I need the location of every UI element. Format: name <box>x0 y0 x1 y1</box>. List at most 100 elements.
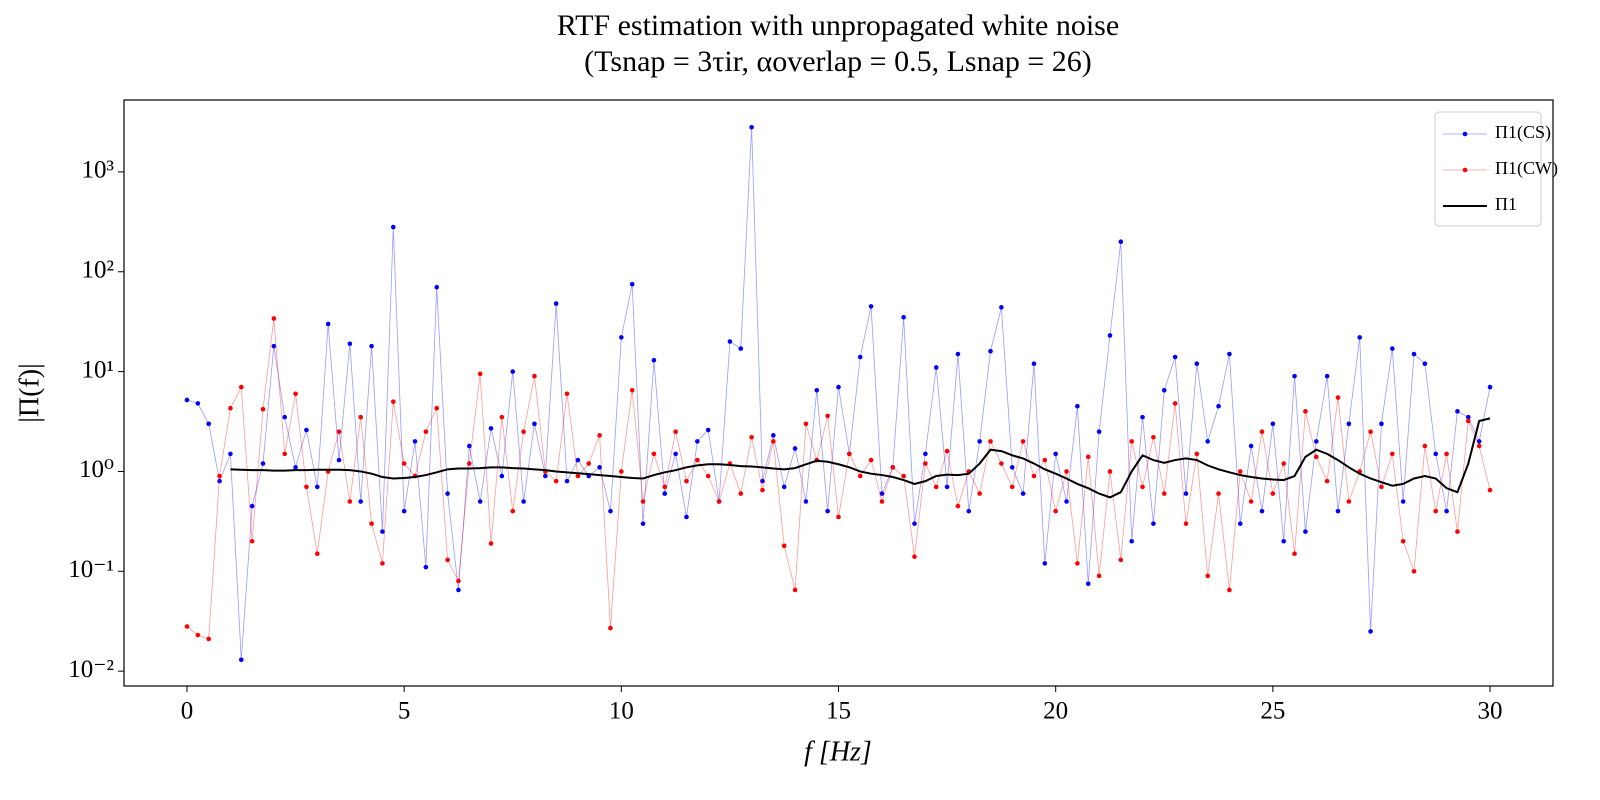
point <box>184 624 190 629</box>
point <box>423 564 429 570</box>
point <box>673 451 678 457</box>
plot-frame <box>123 99 1554 687</box>
point <box>1411 569 1417 574</box>
point <box>325 321 331 327</box>
point <box>1422 443 1428 449</box>
point <box>1292 551 1297 557</box>
point <box>1118 239 1124 244</box>
point <box>684 478 689 484</box>
point <box>1303 529 1308 534</box>
point <box>662 491 668 496</box>
point <box>847 451 852 457</box>
point <box>597 433 602 438</box>
point <box>304 427 309 433</box>
point <box>1487 487 1493 493</box>
point <box>771 439 776 444</box>
point <box>586 461 592 466</box>
point <box>781 543 787 549</box>
point <box>629 387 635 393</box>
point <box>608 508 613 514</box>
point <box>749 124 754 130</box>
point <box>1400 538 1406 544</box>
point <box>825 413 830 419</box>
point <box>857 473 863 479</box>
point <box>1064 469 1069 474</box>
point <box>249 503 255 509</box>
point <box>619 335 624 340</box>
point <box>629 281 635 287</box>
point <box>1281 461 1287 466</box>
series-line <box>186 127 1491 660</box>
point <box>423 429 429 435</box>
point <box>999 305 1004 310</box>
point <box>390 224 396 230</box>
x-tick-label: 30 <box>1478 698 1503 725</box>
point <box>912 521 917 526</box>
point <box>271 343 277 349</box>
legend-box <box>1434 111 1542 227</box>
point <box>868 304 874 309</box>
point <box>347 341 353 347</box>
point <box>521 429 526 435</box>
point <box>238 657 244 663</box>
point <box>1444 451 1449 457</box>
point <box>1075 561 1080 566</box>
point <box>347 499 353 504</box>
point <box>1075 403 1080 409</box>
point <box>771 433 776 438</box>
y-tick-label: 10⁻¹ <box>68 556 114 583</box>
point <box>510 508 516 514</box>
point <box>282 451 288 457</box>
point <box>955 351 961 357</box>
point <box>1161 387 1167 393</box>
point <box>923 451 928 457</box>
point <box>1009 484 1015 490</box>
point <box>1194 451 1200 457</box>
point <box>401 508 407 514</box>
point <box>1368 629 1373 634</box>
point <box>282 414 288 420</box>
legend: Π1(CS) Π1(CW) Π1 <box>1434 111 1558 227</box>
point <box>640 521 646 526</box>
point <box>705 427 711 433</box>
x-tick-label: 15 <box>826 698 851 725</box>
point <box>260 406 266 412</box>
point <box>1313 454 1319 460</box>
legend-marker <box>1462 167 1468 173</box>
point <box>445 491 450 496</box>
point <box>792 446 798 451</box>
point <box>195 401 201 406</box>
point <box>1335 395 1341 400</box>
point <box>988 348 993 354</box>
point <box>1411 351 1417 357</box>
point <box>369 521 374 526</box>
point <box>836 384 841 390</box>
point <box>1129 538 1134 544</box>
point <box>532 421 537 427</box>
point <box>1303 409 1308 414</box>
point <box>933 365 939 370</box>
point <box>1085 581 1091 587</box>
point <box>988 439 993 444</box>
point <box>879 491 885 496</box>
point <box>445 557 450 563</box>
point <box>1389 346 1395 351</box>
chart-subtitle: (Tsnap = 3τir, αoverlap = 0.5, Lsnap = 2… <box>584 45 1092 78</box>
point <box>575 457 581 463</box>
point <box>1172 401 1178 406</box>
point <box>260 461 266 466</box>
point <box>521 499 526 504</box>
point <box>358 414 364 420</box>
point <box>477 499 483 504</box>
point <box>695 457 700 463</box>
point <box>651 451 657 457</box>
point <box>836 514 841 520</box>
point <box>1433 451 1439 457</box>
point <box>206 421 211 427</box>
point <box>1216 491 1221 496</box>
point <box>705 473 711 479</box>
point <box>217 478 222 484</box>
point <box>1466 414 1471 420</box>
point <box>510 369 516 374</box>
